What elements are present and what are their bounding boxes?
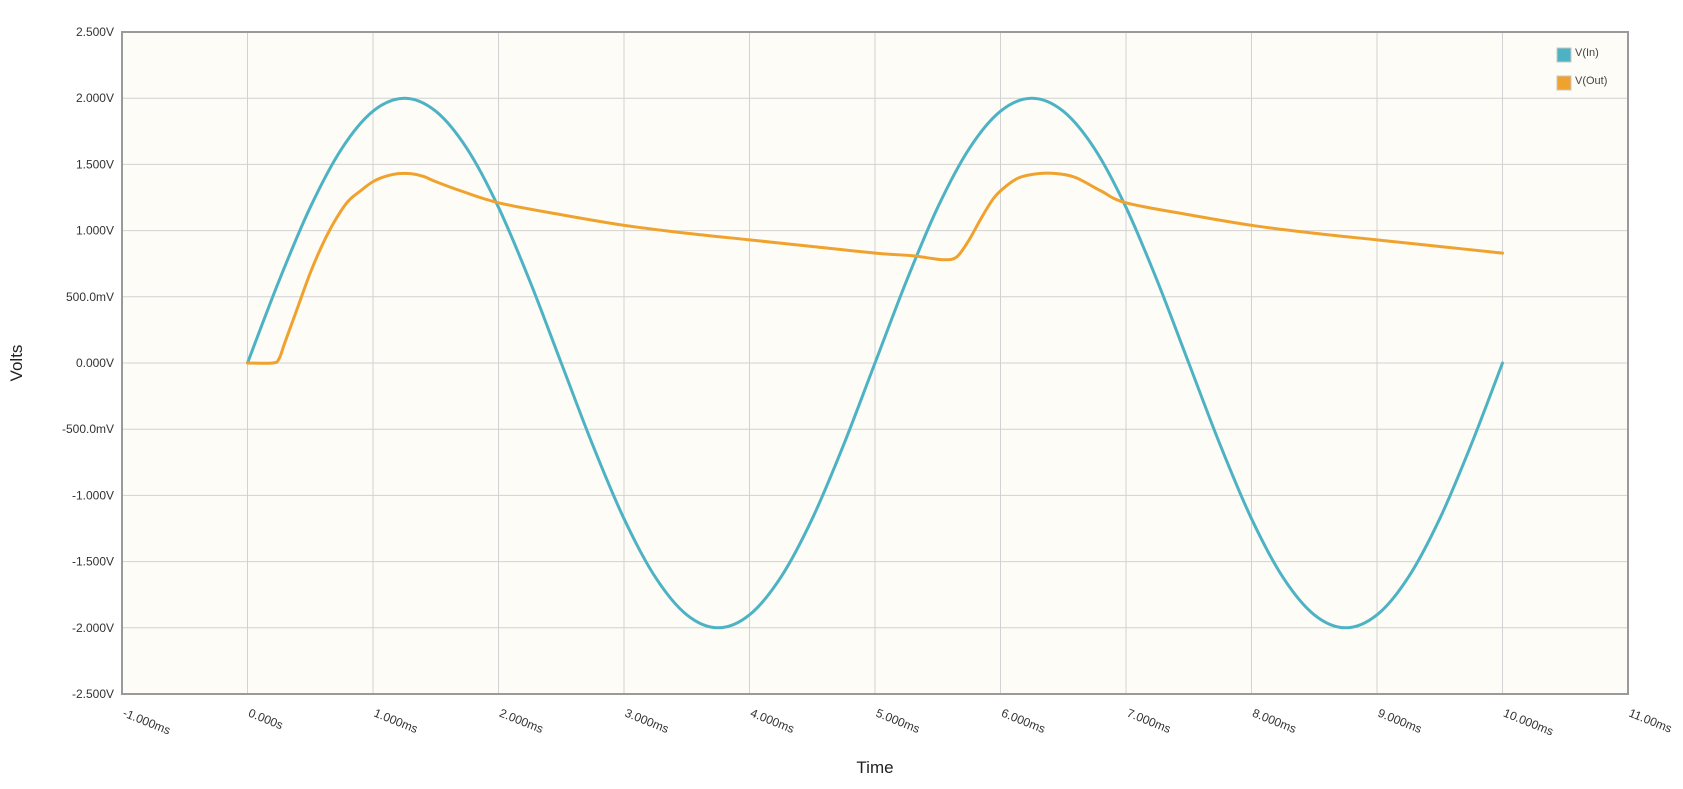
y-tick-label: -2.000V: [72, 621, 114, 635]
legend-label: V(In): [1575, 47, 1599, 59]
y-tick-label: 500.0mV: [66, 290, 114, 304]
x-tick-label: 8.000ms: [1250, 706, 1298, 736]
x-tick-label: 0.000s: [246, 706, 285, 732]
y-tick-label: 2.000V: [76, 91, 114, 105]
legend-swatch: [1556, 47, 1572, 63]
legend-swatch: [1556, 75, 1572, 91]
y-tick-label: 2.500V: [76, 25, 114, 39]
y-tick-label: -1.000V: [72, 488, 114, 502]
x-tick-label: 10.000ms: [1501, 706, 1555, 739]
x-tick-label: 4.000ms: [748, 706, 796, 736]
x-tick-label: -1.000ms: [121, 706, 173, 738]
series-lines: [246, 96, 1504, 630]
x-tick-label: 11.00ms: [1627, 706, 1674, 736]
legend-item[interactable]: V(Out): [1556, 75, 1607, 91]
y-tick-label: -2.500V: [72, 687, 114, 701]
x-axis-title: Time: [856, 758, 893, 777]
x-tick-label: 9.000ms: [1376, 706, 1424, 736]
x-tick-label: 2.000ms: [497, 706, 545, 736]
y-tick-label: -1.500V: [72, 555, 114, 569]
x-tick-label: 7.000ms: [1125, 706, 1173, 736]
y-tick-label: 1.500V: [76, 157, 114, 171]
x-tick-label: 3.000ms: [623, 706, 671, 736]
y-tick-label: -500.0mV: [62, 422, 114, 436]
x-tick-label: 5.000ms: [874, 706, 922, 736]
y-tick-label: 1.000V: [76, 224, 114, 238]
plot-frame: [121, 31, 1629, 695]
grid-lines: [121, 31, 1629, 695]
x-tick-label: 1.000ms: [372, 706, 420, 736]
series-line-v-in: [246, 96, 1504, 630]
legend-label: V(Out): [1575, 75, 1607, 87]
series-line-v-out: [246, 171, 1504, 365]
legend-item[interactable]: V(In): [1556, 47, 1599, 63]
y-axis-title: Volts: [7, 345, 26, 382]
y-tick-label: 0.000V: [76, 356, 114, 370]
x-tick-label: 6.000ms: [999, 706, 1047, 736]
legend[interactable]: V(In) V(Out): [1556, 47, 1607, 91]
